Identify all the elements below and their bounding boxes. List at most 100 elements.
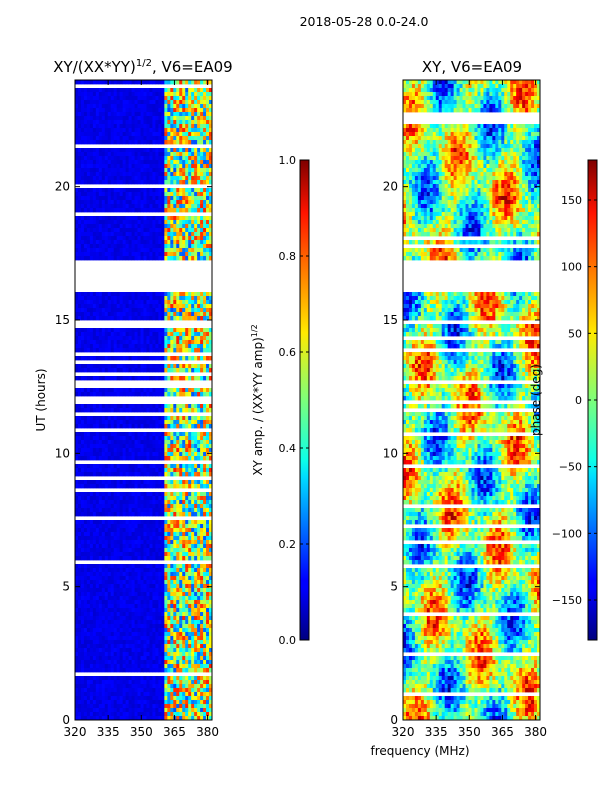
heatmap-cell (152, 596, 156, 601)
heatmap-cell (173, 80, 177, 85)
heatmap-cell (89, 388, 94, 393)
heatmap-cell (116, 340, 121, 345)
heatmap-cell (116, 472, 121, 477)
heatmap-cell (86, 304, 91, 309)
heatmap-cell (149, 316, 153, 321)
heatmap-cell (140, 484, 144, 489)
heatmap-cell (104, 456, 109, 461)
heatmap-cell (146, 616, 150, 621)
heatmap-cell (158, 104, 162, 109)
heatmap-cell (176, 132, 180, 137)
heatmap-cell (77, 456, 82, 461)
heatmap-cell (98, 624, 103, 629)
heatmap-cell (188, 600, 192, 605)
heatmap-cell (140, 348, 144, 353)
heatmap-cell (155, 368, 159, 373)
heatmap-cell (101, 340, 106, 345)
heatmap-cell (176, 408, 180, 413)
heatmap-cell (131, 112, 135, 117)
heatmap-cell (101, 208, 106, 213)
heatmap-cell (191, 120, 195, 125)
heatmap-cell (161, 236, 165, 241)
heatmap-cell (197, 196, 201, 201)
heatmap-cell (185, 500, 189, 505)
heatmap-cell (128, 120, 132, 125)
heatmap-cell (149, 304, 153, 309)
heatmap-cell (191, 552, 195, 557)
heatmap-cell (131, 220, 135, 225)
heatmap-cell (113, 340, 118, 345)
heatmap-cell (197, 336, 201, 341)
heatmap-cell (209, 572, 213, 577)
heatmap-cell (179, 128, 183, 133)
heatmap-cell (155, 468, 159, 473)
heatmap-cell (113, 552, 118, 557)
heatmap-cell (125, 500, 130, 505)
heatmap-cell (143, 392, 147, 397)
heatmap-cell (194, 500, 198, 505)
heatmap-cell (185, 304, 189, 309)
heatmap-cell (113, 420, 118, 425)
heatmap-cell (75, 96, 79, 101)
heatmap-cell (179, 100, 183, 105)
heatmap-cell (75, 208, 79, 213)
heatmap-cell (149, 124, 153, 129)
heatmap-cell (152, 316, 156, 321)
heatmap-cell (107, 548, 112, 553)
heatmap-cell (134, 304, 138, 309)
heatmap-cell (137, 584, 141, 589)
heatmap-cell (149, 596, 153, 601)
heatmap-cell (80, 544, 85, 549)
heatmap-cell (173, 256, 177, 261)
heatmap-cell (209, 432, 213, 437)
heatmap-cell (170, 504, 174, 509)
heatmap-cell (131, 552, 135, 557)
heatmap-cell (101, 456, 106, 461)
heatmap-cell (146, 312, 150, 317)
heatmap-cell (182, 316, 186, 321)
heatmap-cell (203, 416, 207, 421)
heatmap-cell (152, 612, 156, 617)
heatmap-cell (197, 544, 201, 549)
heatmap-cell (122, 208, 127, 213)
heatmap-cell (113, 216, 118, 221)
heatmap-cell (110, 576, 115, 581)
heatmap-cell (188, 440, 192, 445)
heatmap-cell (83, 468, 88, 473)
heatmap-cell (131, 244, 135, 249)
heatmap-cell (75, 204, 79, 209)
heatmap-cell (146, 452, 150, 457)
heatmap-cell (134, 188, 138, 193)
heatmap-cell (95, 532, 100, 537)
heatmap-cell (128, 248, 132, 253)
heatmap-cell (155, 100, 159, 105)
heatmap-cell (155, 548, 159, 553)
heatmap-cell (191, 568, 195, 573)
heatmap-cell (80, 588, 85, 593)
heatmap-cell (140, 148, 144, 153)
heatmap-cell (161, 168, 165, 173)
heatmap-cell (128, 172, 132, 177)
heatmap-cell (164, 436, 168, 441)
heatmap-cell (134, 496, 138, 501)
heatmap-cell (98, 192, 103, 197)
heatmap-cell (128, 256, 132, 261)
heatmap-cell (149, 224, 153, 229)
heatmap-cell (158, 304, 162, 309)
heatmap-cell (104, 440, 109, 445)
heatmap-cell (209, 376, 213, 381)
heatmap-cell (92, 88, 97, 93)
heatmap-cell (104, 344, 109, 349)
heatmap-cell (107, 520, 112, 525)
heatmap-cell (155, 532, 159, 537)
heatmap-cell (83, 344, 88, 349)
heatmap-cell (134, 116, 138, 121)
heatmap-cell (119, 424, 124, 429)
heatmap-cell (161, 132, 165, 137)
heatmap-cell (122, 504, 127, 509)
heatmap-cell (170, 204, 174, 209)
heatmap-cell (176, 508, 180, 513)
heatmap-cell (140, 444, 144, 449)
heatmap-cell (206, 332, 210, 337)
heatmap-cell (95, 112, 100, 117)
